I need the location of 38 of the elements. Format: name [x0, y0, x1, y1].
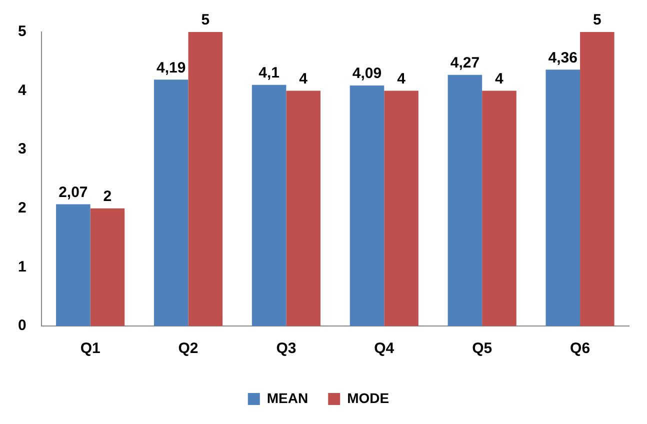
bar	[154, 80, 188, 326]
data-label: 4	[495, 70, 504, 88]
x-tick-label: Q2	[178, 340, 198, 358]
data-label: 5	[592, 12, 602, 29]
data-label: 4,36	[548, 49, 578, 66]
data-label: 4	[397, 70, 406, 88]
bar	[350, 86, 384, 326]
y-tick-label: 4	[18, 82, 27, 99]
y-tick-label: 0	[18, 317, 26, 334]
bar	[580, 32, 614, 326]
legend-label: MODE	[347, 390, 390, 406]
y-tick-label: 1	[18, 258, 26, 276]
x-tick-label: Q1	[80, 340, 100, 358]
y-tick-label: 2	[18, 200, 26, 217]
y-tick-label: 5	[18, 23, 26, 40]
data-label: 2,07	[58, 184, 88, 201]
legend-label: MEAN	[266, 390, 308, 406]
bar	[286, 90, 320, 326]
x-tick-label: Q5	[472, 340, 492, 358]
bar	[482, 90, 516, 326]
y-tick-label: 3	[18, 140, 26, 158]
bar	[546, 70, 580, 326]
data-label: 4	[299, 70, 308, 88]
data-label: 2	[103, 188, 112, 206]
data-label: 4,09	[352, 65, 382, 82]
bar	[384, 90, 418, 326]
data-label: 5	[201, 12, 210, 29]
data-label: 4,19	[156, 59, 186, 76]
x-tick-label: Q6	[570, 340, 590, 358]
bar	[252, 84, 286, 326]
bar	[90, 208, 125, 326]
data-label: 4,1	[258, 64, 280, 82]
x-tick-label: Q4	[374, 340, 395, 358]
data-label: 4,27	[450, 54, 480, 72]
x-tick-label: Q3	[276, 340, 296, 358]
bar	[448, 74, 482, 326]
bar	[56, 204, 90, 326]
bar	[188, 32, 223, 326]
